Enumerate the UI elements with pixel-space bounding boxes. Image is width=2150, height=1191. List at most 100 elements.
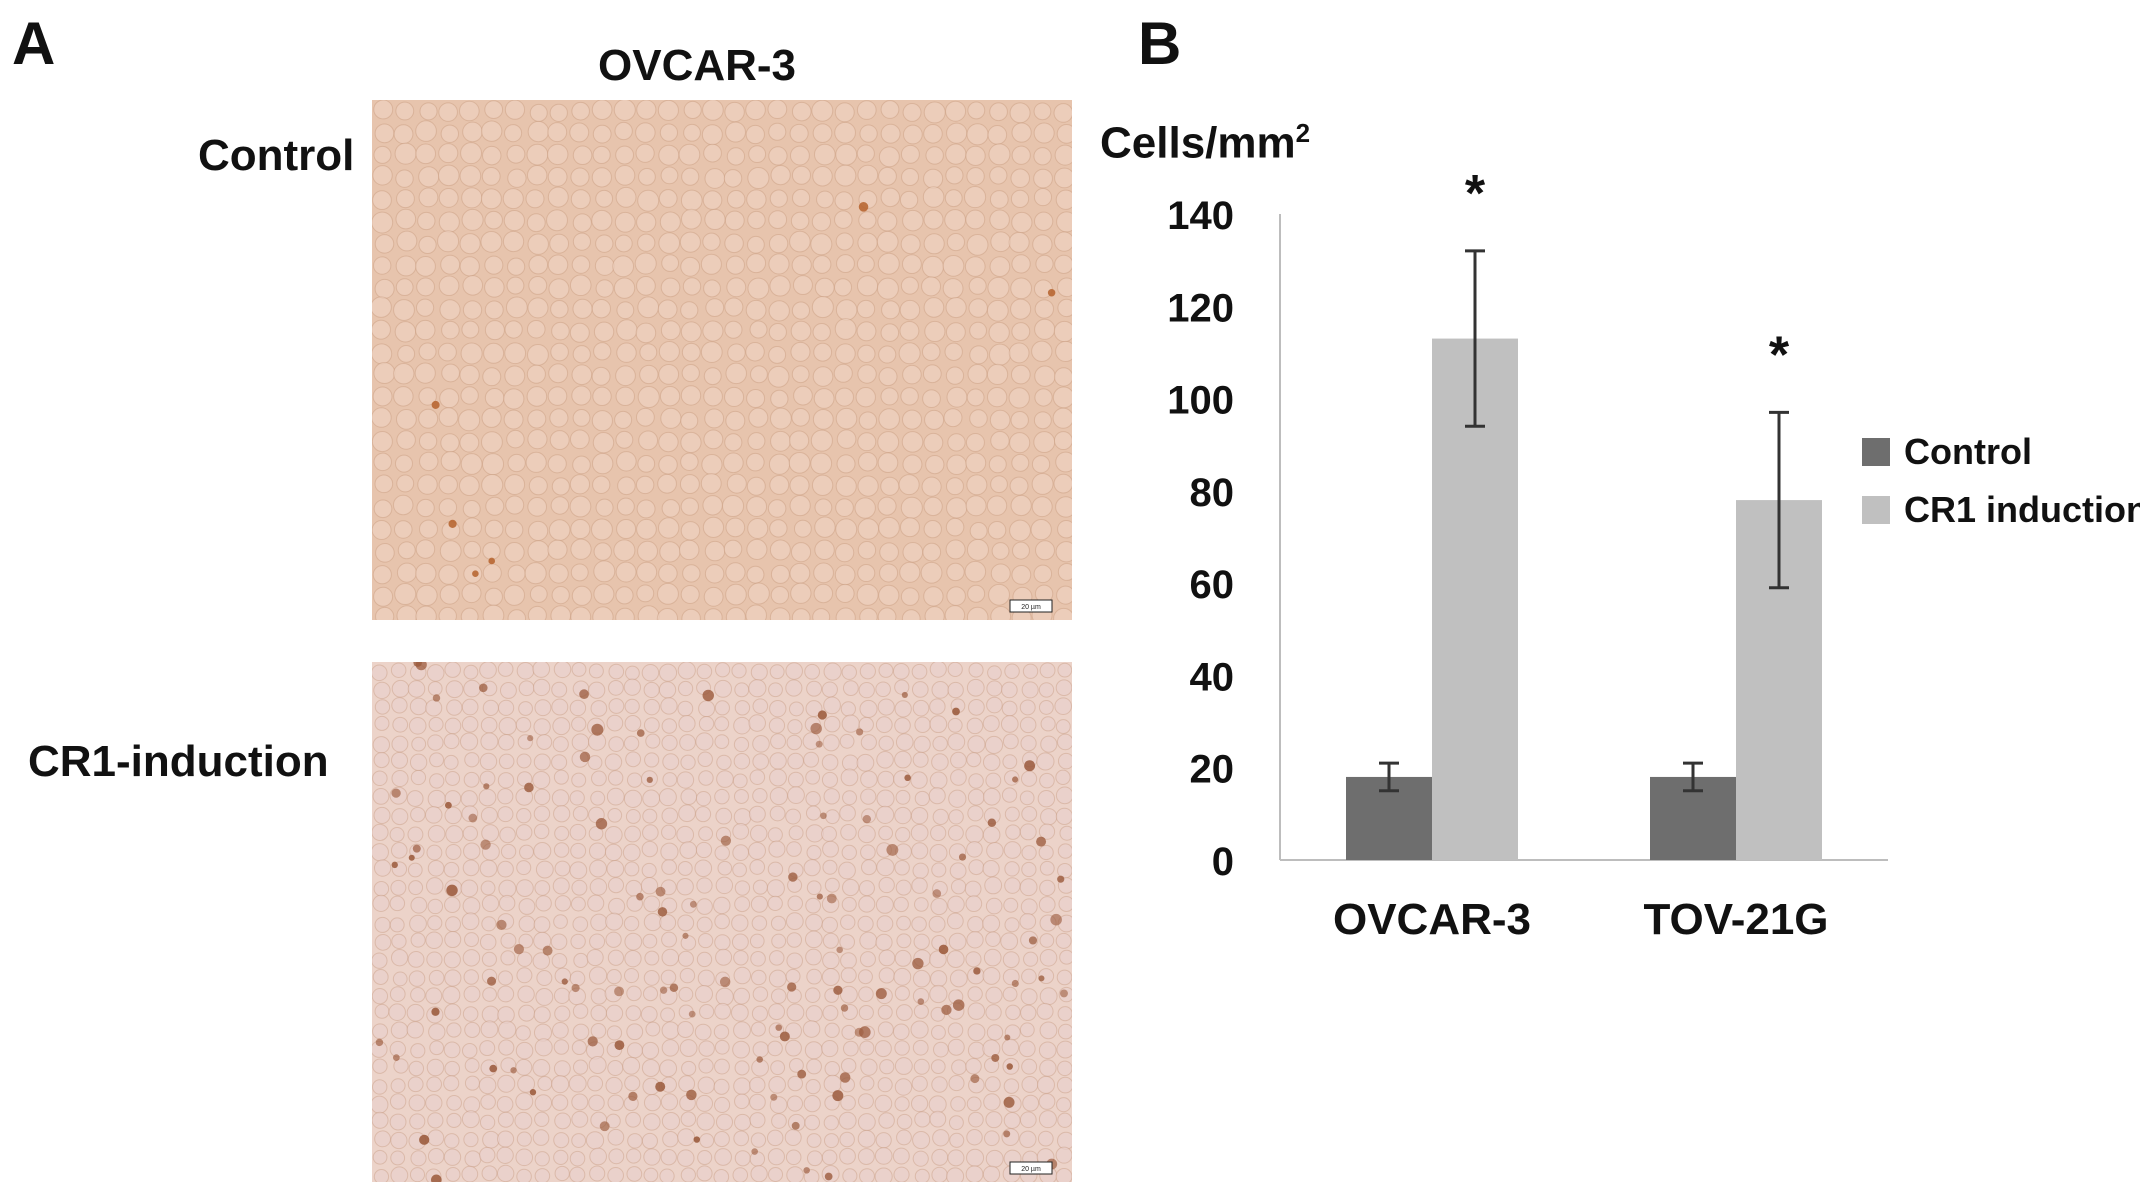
cell-shape [590, 700, 608, 717]
cell-shape [660, 320, 681, 341]
cell-shape [965, 145, 986, 166]
cell-shape [859, 931, 878, 950]
cell-shape [680, 754, 696, 770]
cell-shape [607, 949, 625, 966]
cell-shape [770, 430, 791, 452]
cell-shape [876, 915, 894, 932]
cell-shape [661, 859, 677, 875]
cell-shape [458, 475, 480, 497]
cell-shape [858, 969, 873, 985]
cell-shape [445, 843, 462, 861]
cell-shape [823, 696, 841, 715]
cell-shape [733, 753, 751, 770]
cell-shape [726, 277, 747, 298]
cell-shape [658, 431, 679, 453]
cell-shape [715, 662, 731, 678]
cell-shape [515, 1041, 534, 1060]
cell-shape [438, 187, 459, 208]
cell-shape [626, 1148, 642, 1164]
cell-shape [393, 362, 415, 385]
stained-nucleus [529, 1089, 537, 1096]
cell-shape [569, 474, 591, 495]
cell-shape [637, 454, 656, 473]
cell-shape [462, 517, 482, 537]
cell-shape [528, 520, 549, 541]
cell-shape [373, 145, 392, 164]
cell-shape [526, 319, 546, 339]
cell-shape [479, 1114, 496, 1131]
cell-shape [550, 496, 570, 515]
cell-shape [791, 608, 811, 620]
cell-shape [445, 770, 461, 786]
cell-shape [527, 540, 550, 563]
cell-shape [752, 1041, 769, 1058]
cell-shape [733, 736, 750, 753]
cell-shape [813, 342, 833, 362]
cell-shape [922, 389, 941, 409]
cell-shape [898, 342, 921, 365]
cell-shape [529, 585, 548, 603]
cell-shape [682, 564, 701, 583]
cell-shape [914, 790, 930, 807]
cell-shape [895, 826, 911, 843]
cell-shape [1031, 473, 1054, 495]
cell-shape [749, 933, 765, 949]
cell-shape [944, 342, 963, 361]
cell-shape [770, 988, 787, 1004]
stained-nucleus [1004, 1034, 1011, 1041]
cell-shape [481, 474, 504, 497]
cell-shape [856, 275, 879, 297]
cell-shape [1019, 823, 1037, 841]
cell-shape [896, 915, 911, 931]
stained-nucleus [756, 1056, 763, 1063]
cell-shape [415, 605, 437, 620]
cell-shape [1012, 541, 1030, 560]
cell-shape [991, 542, 1010, 560]
cell-shape [518, 898, 536, 915]
cell-shape [590, 518, 613, 541]
cell-shape [1040, 735, 1058, 753]
cell-shape [933, 1041, 949, 1058]
cell-shape [857, 541, 877, 560]
cell-shape [481, 894, 500, 913]
cell-shape [881, 300, 900, 320]
cell-shape [438, 143, 459, 164]
cell-shape [497, 788, 514, 805]
cell-shape [679, 967, 696, 984]
cell-shape [497, 734, 515, 751]
cell-shape [1039, 948, 1058, 967]
stained-nucleus [858, 202, 869, 212]
cell-shape [444, 931, 462, 949]
cell-shape [912, 699, 930, 717]
cell-shape [835, 475, 857, 497]
cell-shape [438, 475, 458, 495]
cell-shape [725, 562, 746, 583]
cell-shape [1011, 211, 1033, 234]
cell-shape [641, 664, 660, 682]
cell-shape [1056, 1076, 1072, 1094]
cell-shape [592, 475, 611, 494]
cell-shape [836, 254, 855, 273]
cell-shape [425, 987, 443, 1005]
stained-nucleus [682, 932, 689, 939]
cell-shape [615, 586, 634, 605]
y-tick-label: 20 [1190, 748, 1235, 792]
cell-shape [462, 275, 484, 296]
cell-shape [769, 768, 787, 787]
cell-shape [643, 913, 662, 932]
cell-shape [694, 859, 713, 878]
cell-shape [463, 1131, 479, 1148]
cell-shape [444, 1133, 460, 1149]
cell-shape [1057, 519, 1072, 539]
cell-shape [698, 826, 713, 842]
cell-shape [723, 539, 743, 559]
cell-shape [595, 498, 614, 517]
cell-shape [516, 753, 532, 769]
cell-shape [498, 1039, 515, 1056]
cell-shape [478, 788, 497, 807]
cell-shape [590, 1023, 607, 1039]
cell-shape [623, 968, 640, 984]
cell-shape [725, 583, 747, 606]
cell-shape [966, 474, 988, 496]
cell-shape [860, 770, 878, 788]
